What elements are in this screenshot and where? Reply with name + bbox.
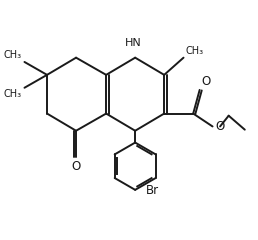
Text: CH₃: CH₃	[4, 90, 22, 99]
Text: Br: Br	[146, 184, 159, 197]
Text: CH₃: CH₃	[185, 46, 203, 55]
Text: O: O	[215, 120, 224, 133]
Text: HN: HN	[125, 38, 141, 48]
Text: O: O	[71, 160, 81, 174]
Text: CH₃: CH₃	[4, 50, 22, 60]
Text: O: O	[202, 75, 211, 88]
